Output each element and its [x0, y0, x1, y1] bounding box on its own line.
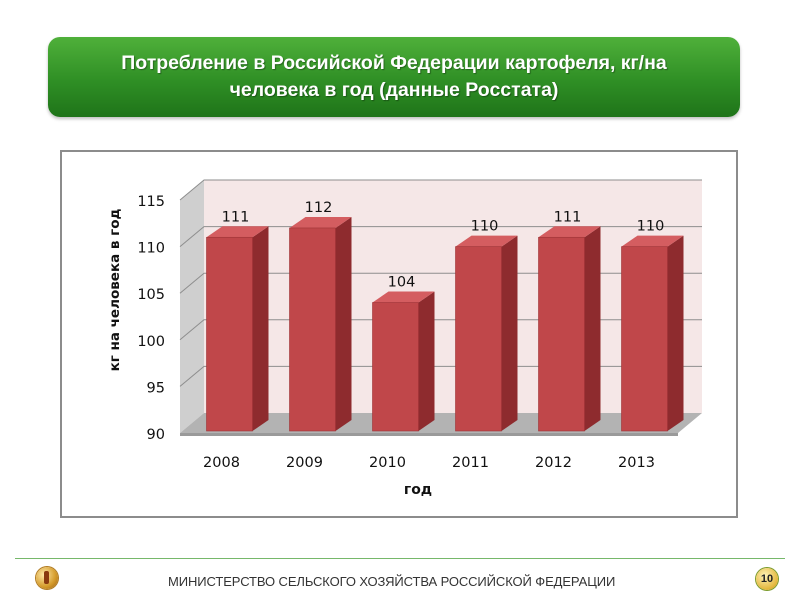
bar-side-face [501, 235, 518, 431]
footer-divider [15, 558, 785, 559]
bar-front-face [455, 246, 502, 432]
gridline [179, 272, 702, 294]
bar-front-face [372, 302, 419, 432]
x-tick-label: 2011 [452, 455, 489, 471]
y-tick-label: 115 [137, 194, 165, 210]
bar-top-face [621, 235, 684, 247]
bar-chart: 90 95 100 105 110 115 2008 2009 2010 2011 2012 201… [107, 179, 702, 498]
data-label: 111 [554, 209, 582, 225]
bar-top-face [538, 226, 601, 238]
data-label: 110 [637, 219, 665, 235]
gridline [179, 179, 702, 201]
bar-top-face [289, 216, 352, 228]
bar-side-face [667, 235, 684, 431]
y-tick-label: 95 [147, 380, 165, 396]
bar-2013 [621, 235, 684, 432]
page-number: 10 [756, 568, 778, 590]
x-tick-label: 2010 [369, 455, 406, 471]
y-tick-label: 100 [137, 334, 165, 350]
title-banner: Потребление в Российской Федерации карто… [48, 37, 740, 117]
x-tick-label: 2012 [535, 455, 572, 471]
bar-front-face [621, 246, 668, 432]
x-axis-label: год [404, 482, 432, 498]
ministry-emblem-icon [36, 567, 58, 589]
bar-2009 [289, 216, 352, 432]
gridline [179, 226, 702, 247]
y-tick-label: 105 [137, 287, 165, 303]
bar-2012 [538, 226, 601, 432]
data-label: 111 [222, 209, 250, 225]
chart-frame: 90 95 100 105 110 115 2008 2009 2010 2011 2012 201… [60, 150, 738, 518]
data-label: 104 [388, 275, 416, 291]
bar-front-face [206, 236, 253, 432]
chart-side-wall [180, 180, 204, 433]
gridline [179, 365, 702, 387]
bar-top-face [206, 226, 269, 238]
y-axis-label: кг на человека в год [107, 209, 123, 372]
bar-side-face [335, 216, 352, 431]
y-tick-label: 110 [137, 241, 165, 257]
bar-side-face [584, 226, 601, 431]
slide-title: Потребление в Российской Федерации карто… [121, 52, 667, 101]
bar-2010 [372, 291, 435, 432]
bar-front-face [538, 236, 585, 432]
data-label: 110 [471, 219, 499, 235]
bar-side-face [418, 291, 435, 431]
data-label: 112 [305, 200, 333, 216]
x-tick-label: 2008 [203, 455, 240, 471]
bar-2008 [206, 226, 269, 432]
y-tick-label: 90 [147, 427, 165, 443]
x-tick-label: 2009 [286, 455, 323, 471]
bar-top-face [372, 291, 435, 303]
chart-floor-edge [180, 433, 678, 436]
bar-top-face [455, 235, 518, 247]
bar-front-face [289, 227, 336, 432]
bar-side-face [252, 226, 269, 431]
x-tick-label: 2013 [618, 455, 655, 471]
gridline [179, 319, 702, 341]
bar-2011 [455, 235, 518, 432]
footer-organization: МИНИСТЕРСТВО СЕЛЬСКОГО ХОЗЯЙСТВА РОССИЙС… [168, 574, 616, 589]
